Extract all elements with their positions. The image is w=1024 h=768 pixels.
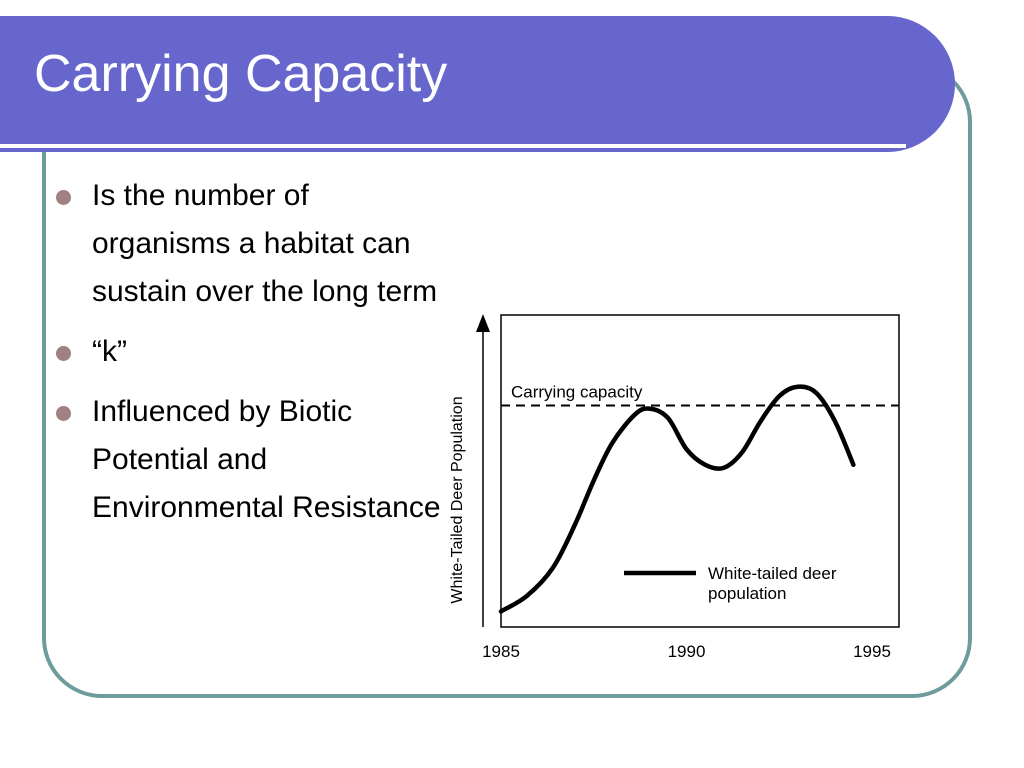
plot-area-border	[500, 314, 900, 628]
bullet-text: Influenced by Biotic Potential and Envir…	[92, 395, 441, 524]
x-tick-label: 1985	[482, 642, 520, 661]
legend-label: White-tailed deer population	[708, 564, 837, 603]
title-bar	[0, 16, 955, 152]
title-underline	[0, 144, 906, 148]
bullet-item: Influenced by Biotic Potential and Envir…	[54, 388, 454, 532]
y-axis-arrow-icon	[476, 314, 490, 332]
bullet-text: Is the number of organisms a habitat can…	[92, 179, 438, 308]
bullet-dot-icon	[56, 190, 71, 205]
bullet-item: Is the number of organisms a habitat can…	[54, 172, 454, 316]
slide-title: Carrying Capacity	[34, 45, 448, 103]
bullet-dot-icon	[56, 346, 71, 361]
x-tick-label: 1990	[668, 642, 706, 661]
y-axis-label: White-Tailed Deer Population	[449, 396, 466, 603]
bullet-dot-icon	[56, 406, 71, 421]
bullet-item: “k”	[54, 328, 454, 376]
bullet-text: “k”	[92, 335, 127, 368]
deer-population-chart: White-Tailed Deer Population Carrying ca…	[449, 314, 900, 661]
x-tick-label: 1995	[853, 642, 891, 661]
slide-frame	[42, 62, 972, 698]
series-line-deer-population	[498, 384, 856, 614]
carrying-capacity-label: Carrying capacity	[511, 382, 643, 401]
bullet-list: Is the number of organisms a habitat can…	[54, 172, 454, 544]
